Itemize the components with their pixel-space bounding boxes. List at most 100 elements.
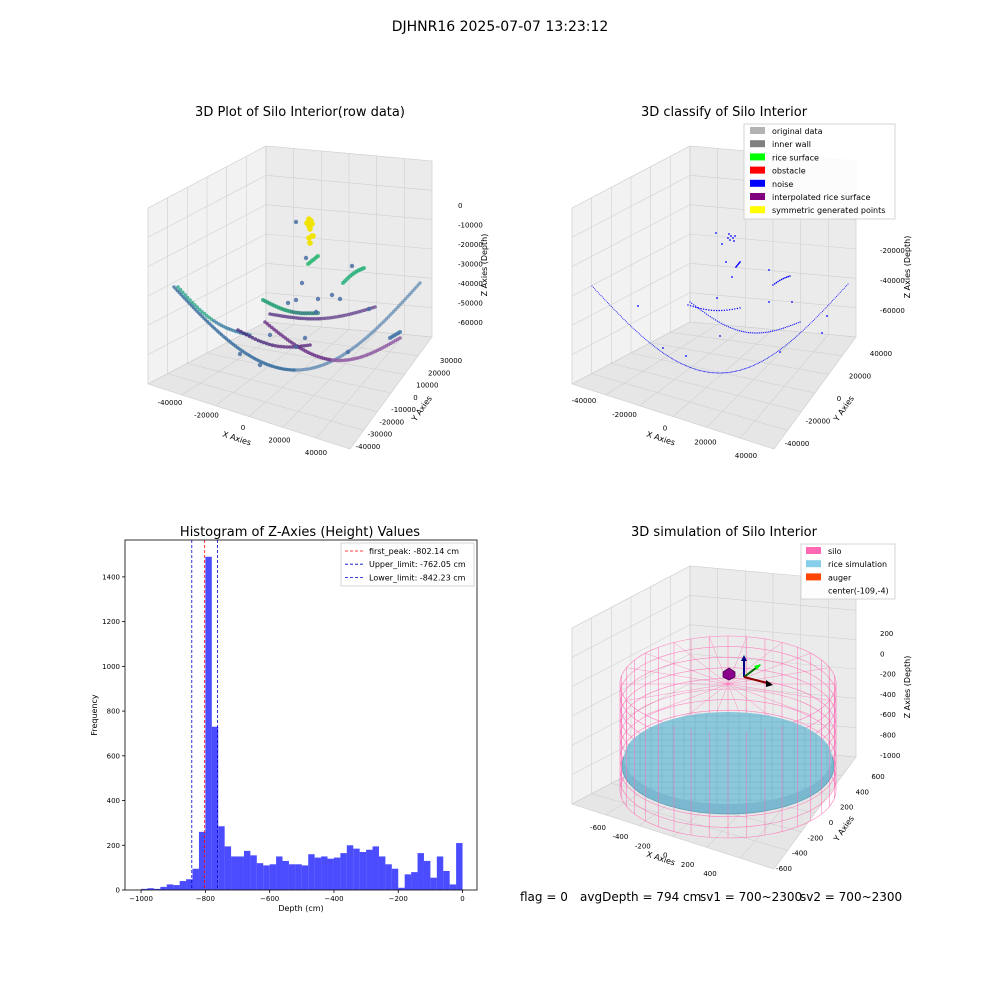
panel2-title: 3D classify of Silo Interior: [641, 105, 808, 120]
noise-point: [661, 351, 663, 353]
noise-point: [698, 308, 700, 310]
noise-point: [697, 369, 699, 371]
noise-point: [751, 332, 753, 334]
scatter-point: [267, 342, 272, 347]
histogram-bar: [359, 851, 367, 890]
histogram-ticks: −1000 −800 −600 −400 −200 0 0 200 400 600 800 1000 1…: [102, 573, 465, 903]
panel2-ticks: -40000 -20000 0 20000 40000 40000 20000 0 -20000…: [572, 247, 905, 460]
noise-point: [790, 324, 792, 327]
noise-point: [718, 321, 720, 323]
noise-point: [631, 326, 633, 328]
scatter-point: [310, 233, 316, 239]
noise-point: [694, 305, 697, 307]
noise-point: [655, 347, 657, 349]
noise-point: [768, 301, 770, 303]
histogram-bar: [256, 863, 264, 890]
noise-point: [728, 371, 730, 373]
noise-point: [775, 351, 777, 353]
noise-point: [748, 366, 750, 368]
noise-point: [715, 319, 717, 321]
noise-point: [693, 368, 695, 370]
histogram-bar: [449, 884, 457, 890]
noise-point: [769, 356, 771, 358]
scatter-point: [302, 335, 308, 341]
noise-point: [786, 326, 788, 328]
legend-swatch: [750, 140, 765, 148]
legend-label: inner wall: [772, 140, 811, 149]
noise-point: [623, 318, 625, 320]
noise-point: [763, 359, 764, 361]
noise-point: [599, 293, 601, 295]
legend-label: rice simulation: [828, 560, 887, 569]
scatter-point: [345, 349, 351, 355]
noise-point: [720, 322, 722, 324]
noise-point: [665, 354, 667, 356]
y-tick-label: -400: [792, 850, 808, 858]
scatter-point: [265, 341, 269, 346]
noise-point: [713, 372, 715, 374]
scatter-point: [178, 287, 183, 292]
legend-swatch: [806, 560, 821, 568]
grid-line: [571, 292, 691, 355]
x-tick-label: 20000: [694, 438, 716, 446]
legend-label: Upper_limit: -762.05 cm: [369, 560, 466, 569]
noise-point: [821, 332, 823, 334]
scatter-point: [236, 328, 240, 332]
noise-point: [755, 363, 757, 365]
noise-point: [615, 311, 617, 313]
scatter-point: [299, 344, 304, 348]
noise-point: [709, 371, 711, 373]
histogram-bar: [211, 726, 219, 890]
noise-point: [733, 240, 735, 242]
scatter-point: [257, 362, 263, 368]
histogram-bar: [423, 860, 431, 890]
noise-point: [622, 317, 624, 319]
noise-point: [727, 237, 729, 239]
scatter-point: [237, 351, 243, 357]
y-tick-label: -200: [807, 834, 823, 842]
scatter-point: [326, 316, 330, 320]
noise-point: [735, 329, 737, 331]
noise-point: [662, 347, 664, 349]
noise-point: [770, 330, 772, 333]
grid-line: [571, 595, 691, 658]
noise-point: [744, 331, 746, 333]
scatter-point: [344, 313, 348, 317]
noise-point: [728, 233, 730, 235]
noise-point: [791, 301, 793, 303]
noise-point: [768, 269, 770, 271]
noise-point: [789, 341, 791, 343]
noise-point: [605, 300, 607, 302]
noise-point: [773, 353, 775, 355]
noise-point: [617, 312, 619, 314]
grid-line: [265, 263, 433, 279]
scatter-point: [247, 334, 252, 339]
z-tick-label: -40000: [880, 277, 905, 285]
noise-point: [777, 351, 779, 352]
histogram-bar: [231, 856, 238, 890]
noise-point: [836, 296, 837, 297]
noise-point: [695, 368, 697, 370]
grid-line: [147, 321, 267, 385]
histogram-bar: [398, 887, 405, 890]
scatter-point: [288, 345, 292, 349]
y-tick-label: -40000: [356, 443, 381, 451]
noise-point: [592, 286, 594, 288]
noise-point: [689, 301, 691, 303]
noise-point: [841, 290, 843, 292]
scatter-point: [320, 316, 325, 321]
histogram-bar: [411, 872, 418, 890]
noise-point: [724, 372, 726, 374]
noise-point: [629, 325, 631, 327]
noise-point: [731, 276, 733, 278]
noise-point: [654, 346, 656, 348]
footer-status: flag = 0 avgDepth = 794 cm sv1 = 700~230…: [520, 890, 902, 904]
noise-point: [690, 367, 692, 368]
panel2-points: [591, 232, 849, 374]
auger-marker: [722, 655, 773, 687]
noise-point: [739, 307, 741, 309]
noise-point: [732, 371, 734, 373]
noise-point: [734, 308, 736, 310]
footer-sv1: sv1 = 700~2300: [700, 890, 802, 904]
grid-line: [689, 624, 857, 640]
